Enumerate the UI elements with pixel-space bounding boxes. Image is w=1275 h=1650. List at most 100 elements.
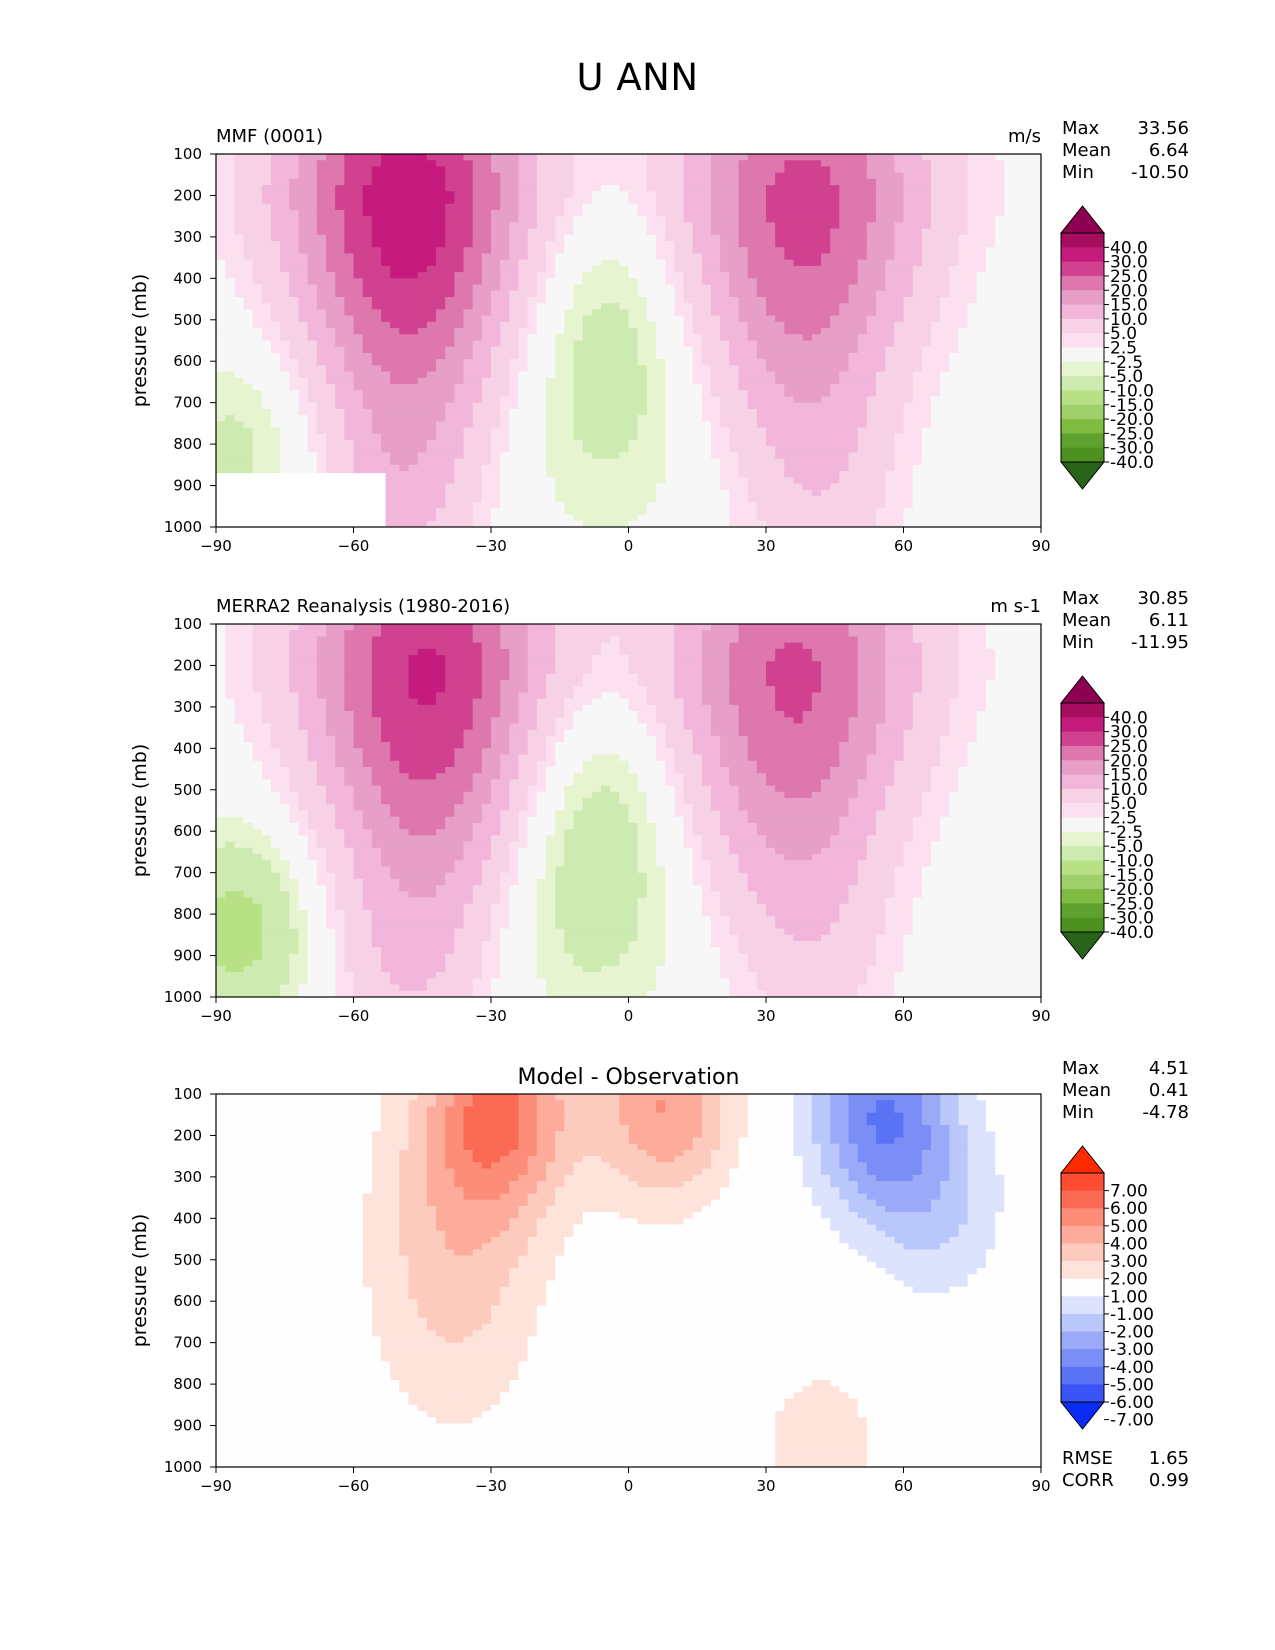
contour-cell — [885, 328, 895, 335]
contour-cell — [426, 359, 437, 366]
contour-cell — [793, 166, 804, 174]
contour-cell — [656, 315, 666, 323]
contour-cell — [234, 415, 245, 422]
contour-cell — [876, 228, 886, 236]
contour-cell — [261, 160, 272, 168]
contour-cell — [775, 477, 785, 485]
contour-cell — [417, 278, 428, 286]
contour-cell — [967, 446, 978, 453]
contour-cell — [216, 458, 226, 466]
contour-cell — [316, 421, 327, 429]
contour-cell — [821, 228, 831, 236]
contour-cell — [839, 321, 850, 329]
contour-cell — [692, 471, 703, 478]
contour-cell — [601, 290, 611, 298]
contour-cell — [390, 365, 400, 373]
contour-cell — [701, 296, 712, 304]
contour-cell — [234, 408, 245, 416]
contour-cell — [417, 203, 428, 211]
contour-cell — [307, 197, 318, 205]
contour-cell — [610, 384, 620, 391]
contour-cell — [711, 377, 721, 385]
contour-cell — [793, 359, 804, 366]
contour-cell — [527, 427, 538, 435]
contour-cell — [601, 315, 611, 323]
contour-cell — [381, 241, 391, 248]
contour-cell — [995, 278, 1005, 286]
contour-cell — [408, 471, 419, 478]
contour-cell — [261, 172, 272, 180]
contour-cell — [1004, 191, 1015, 199]
contour-cell — [656, 328, 666, 335]
contour-cell — [454, 365, 465, 373]
contour-cell — [527, 178, 538, 186]
contour-cell — [646, 259, 657, 267]
contour-cell — [509, 421, 520, 429]
contour-cell — [610, 178, 620, 186]
contour-cell — [298, 160, 309, 168]
contour-cell — [463, 241, 474, 248]
contour-cell — [417, 365, 428, 373]
contour-cell — [555, 340, 565, 348]
contour-cell — [674, 352, 685, 360]
contour-cell — [674, 346, 685, 354]
contour-cell — [848, 384, 859, 391]
contour-cell — [326, 185, 336, 192]
contour-cell — [381, 390, 391, 398]
contour-cell — [793, 334, 804, 342]
contour-cell — [931, 209, 941, 217]
contour-cell — [839, 253, 850, 261]
contour-cell — [573, 334, 584, 342]
contour-cell — [371, 178, 382, 186]
contour-cell — [426, 166, 437, 174]
contour-cell — [958, 334, 969, 342]
contour-cell — [399, 415, 410, 422]
contour-cell — [298, 178, 309, 186]
contour-cell — [701, 203, 712, 211]
contour-cell — [958, 296, 969, 304]
contour-cell — [610, 377, 620, 385]
contour-cell — [747, 452, 758, 460]
contour-cell — [472, 384, 483, 391]
contour-cell — [381, 265, 391, 273]
contour-cell — [335, 247, 345, 255]
contour-cell — [885, 396, 895, 404]
contour-cell — [491, 477, 501, 485]
contour-cell — [912, 160, 923, 168]
contour-cell — [876, 365, 886, 373]
contour-cell — [940, 464, 950, 472]
contour-cell — [326, 340, 336, 348]
contour-cell — [912, 359, 923, 366]
contour-cell — [436, 284, 446, 292]
contour-cell — [665, 321, 675, 329]
contour-cell — [555, 284, 565, 292]
contour-cell — [802, 477, 813, 485]
contour-cell — [692, 446, 703, 453]
contour-cell — [912, 265, 923, 273]
contour-cell — [390, 384, 400, 391]
contour-cell — [637, 303, 648, 311]
contour-cell — [866, 390, 877, 398]
contour-cell — [912, 303, 923, 311]
contour-cell — [481, 234, 492, 242]
contour-cell — [261, 284, 272, 292]
contour-cell — [472, 216, 483, 223]
contour-cell — [857, 234, 868, 242]
contour-cell — [316, 191, 327, 199]
contour-cell — [766, 346, 776, 354]
contour-cell — [885, 471, 895, 478]
contour-cell — [390, 222, 400, 230]
contour-cell — [912, 334, 923, 342]
contour-cell — [362, 446, 373, 453]
contour-cell — [646, 216, 657, 223]
contour-cell — [362, 284, 373, 292]
contour-cell — [802, 471, 813, 478]
contour-cell — [830, 384, 840, 391]
contour-cell — [261, 390, 272, 398]
contour-cell — [509, 371, 520, 379]
contour-cell — [326, 296, 336, 304]
contour-cell — [793, 178, 804, 186]
contour-cell — [335, 278, 345, 286]
contour-cell — [573, 315, 584, 323]
contour-cell — [252, 396, 263, 404]
